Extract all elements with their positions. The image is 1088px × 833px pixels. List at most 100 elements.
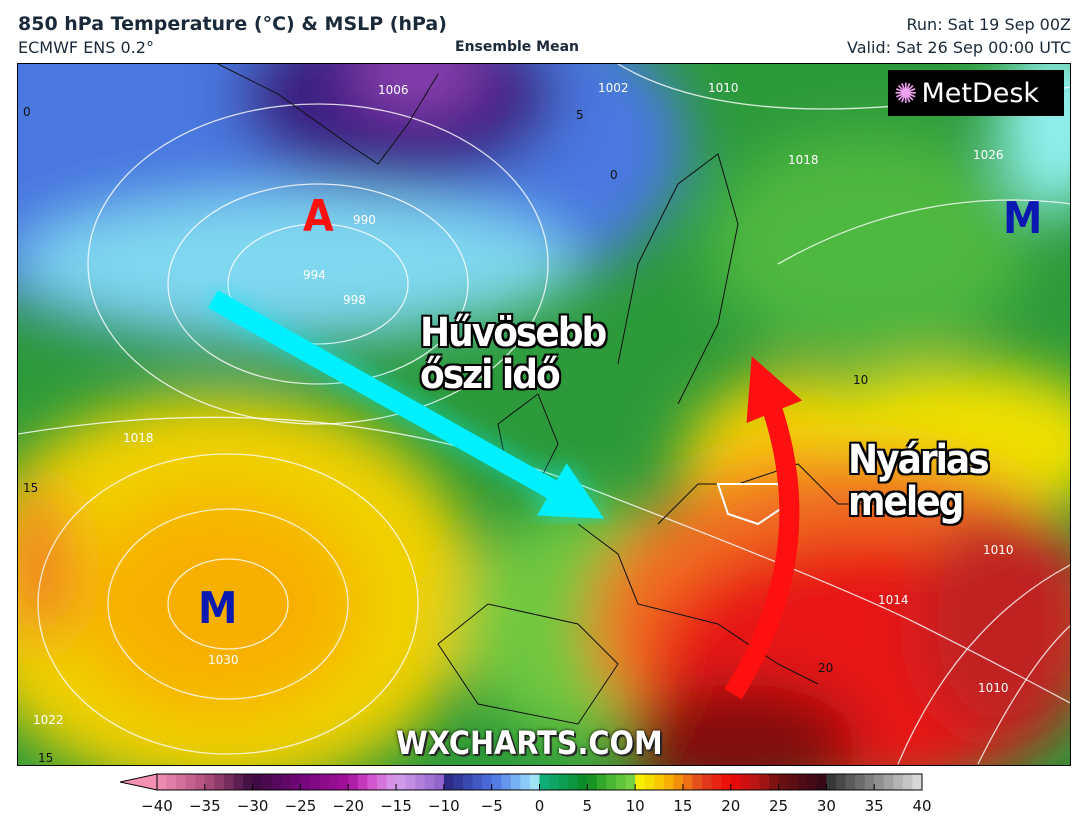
colorbar-segment [568, 774, 579, 790]
colorbar-tick-label: 0 [534, 797, 545, 815]
colorbar-segment [396, 774, 407, 790]
colorbar-tick-label: 20 [721, 797, 741, 815]
colorbar-segment [682, 774, 693, 790]
colorbar-segment [558, 774, 569, 790]
valid-time: Valid: Sat 26 Sep 00:00 UTC [847, 38, 1071, 57]
colorbar-segment [769, 774, 780, 790]
isotherm-label: 0 [610, 168, 618, 182]
high-pressure-marker: M [1003, 193, 1043, 244]
colorbar-segment [539, 774, 550, 790]
isobar-label: 1018 [788, 153, 819, 167]
colorbar-segment [692, 774, 703, 790]
colorbar-segment [367, 774, 378, 790]
colorbar-segment [549, 774, 560, 790]
colorbar-segment [778, 774, 789, 790]
colorbar-segment [883, 774, 894, 790]
colorbar-segment [463, 774, 474, 790]
isotherm-label: 5 [576, 108, 584, 122]
colorbar-tick-label: −5 [480, 797, 503, 815]
isobar-label: 994 [303, 268, 326, 282]
isotherm-label: 15 [23, 481, 38, 495]
model-label: ECMWF ENS 0.2° [18, 38, 154, 57]
isobar-label: 1010 [978, 681, 1009, 695]
isobar-label: 1010 [708, 81, 739, 95]
colorbar-segment [310, 774, 321, 790]
colorbar-segment [797, 774, 808, 790]
colorbar-segment [654, 774, 665, 790]
colorbar-tick-label: 40 [912, 797, 932, 815]
colorbar-segment [902, 774, 913, 790]
colorbar-segment [472, 774, 483, 790]
colorbar-segment [912, 774, 923, 790]
colorbar-segment [711, 774, 722, 790]
colorbar-segment [835, 774, 846, 790]
colorbar-segment [204, 774, 215, 790]
colorbar-segment [491, 774, 502, 790]
colorbar-segment [596, 774, 607, 790]
isobar-label: 1006 [378, 83, 409, 97]
colorbar-segment [635, 774, 646, 790]
colorbar-segment [214, 774, 225, 790]
colorbar-tick-label: 10 [625, 797, 645, 815]
colorbar-segment [453, 774, 464, 790]
colorbar-segment [721, 774, 732, 790]
isobar-label: 1030 [208, 653, 239, 667]
colorbar-segment [176, 774, 187, 790]
colorbar-segment [501, 774, 512, 790]
colorbar-segment [424, 774, 435, 790]
watermark: WXCHARTS.COM [396, 724, 663, 762]
subtitle: Ensemble Mean [455, 39, 579, 55]
colorbar-segment [243, 774, 254, 790]
isobar-label: 1022 [33, 713, 64, 727]
isobar-label: 1026 [973, 148, 1004, 162]
colorbar-tick-label: 25 [769, 797, 789, 815]
colorbar-segment [740, 774, 751, 790]
temperature-field: 1006 1002 1010 1018 1026 990 994 998 101… [18, 64, 1070, 765]
colorbar-segment [233, 774, 244, 790]
colorbar-segment [386, 774, 397, 790]
colorbar-tick-label: −35 [188, 797, 221, 815]
colorbar-segment [338, 774, 349, 790]
isobar-label: 1018 [123, 431, 154, 445]
colorbar-segment [510, 774, 521, 790]
colorbar-tick-label: −25 [284, 797, 317, 815]
colorbar-segment [759, 774, 770, 790]
colorbar-segment [816, 774, 827, 790]
colorbar-segment [893, 774, 904, 790]
colorbar-segment [415, 774, 426, 790]
metdesk-logo: ✺ MetDesk [888, 70, 1064, 116]
colorbar-segment [281, 774, 292, 790]
colorbar-tick-label: −20 [332, 797, 365, 815]
colorbar-segment [644, 774, 655, 790]
colorbar-segment [788, 774, 799, 790]
colorbar-segment [300, 774, 311, 790]
colorbar-segment [864, 774, 875, 790]
colorbar-segment [223, 774, 234, 790]
colorbar-tick-label: 5 [582, 797, 593, 815]
colorbar-segment [874, 774, 885, 790]
colorbar-segment [185, 774, 196, 790]
colorbar-segment [482, 774, 493, 790]
run-time: Run: Sat 19 Sep 00Z [906, 15, 1071, 34]
warm-weather-annotation: Nyárias meleg [848, 437, 990, 525]
colorbar-segment [290, 774, 301, 790]
colorbar-segment [434, 774, 445, 790]
isobar-label: 1002 [598, 81, 629, 95]
colorbar-segment [348, 774, 359, 790]
colorbar-tick-label: −15 [380, 797, 412, 815]
colorbar-segment [577, 774, 588, 790]
isotherm-label: 15 [38, 751, 53, 765]
isobar-label: 1010 [983, 543, 1014, 557]
high-pressure-marker: M [198, 583, 238, 634]
colorbar-tick-label: −10 [428, 797, 460, 815]
colorbar-tick-label: 35 [864, 797, 884, 815]
isotherm-label: 0 [23, 105, 31, 119]
colorbar-segment [625, 774, 636, 790]
colorbar-segment [826, 774, 837, 790]
logo-burst-icon: ✺ [894, 76, 918, 110]
cool-weather-annotation: Hűvösebb őszi idő [420, 310, 607, 398]
colorbar-segment [663, 774, 674, 790]
colorbar-segment [195, 774, 206, 790]
colorbar-segment [529, 774, 540, 790]
colorbar-segment [702, 774, 713, 790]
